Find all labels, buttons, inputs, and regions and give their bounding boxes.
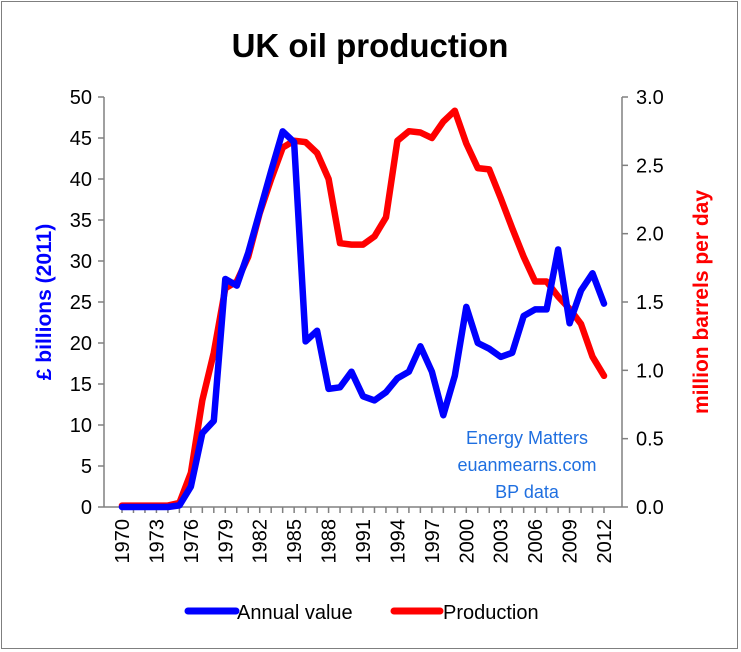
right-tick-label: 1.0 <box>636 360 664 382</box>
right-tick-label: 3.0 <box>636 87 664 109</box>
x-tick-label: 2009 <box>560 519 582 564</box>
right-y-ticks: 0.0 0.5 1.0 1.5 2.0 2.5 3.0 <box>622 87 664 519</box>
left-axis-label: £ billions (2011) <box>33 224 56 380</box>
left-tick-label: 5 <box>81 456 92 478</box>
series-line-annual-value <box>118 128 608 511</box>
x-tick-label: 2012 <box>594 519 616 564</box>
right-tick-label: 2.5 <box>636 155 664 177</box>
annotation-website: euanmearns.com <box>457 455 596 475</box>
annotation-energy-matters: Energy Matters <box>466 428 588 448</box>
left-tick-label: 20 <box>70 333 92 355</box>
left-tick-label: 10 <box>70 415 92 437</box>
right-axis-label: million barrels per day <box>690 190 713 414</box>
left-tick-label: 50 <box>70 87 92 109</box>
right-tick-label: 0.5 <box>636 429 664 451</box>
right-tick-label: 0.0 <box>636 497 664 519</box>
legend-label-production: Production <box>443 602 539 624</box>
x-tick-label: 1979 <box>215 519 237 564</box>
chart-title: UK oil production <box>232 27 509 64</box>
x-tick-label: 2000 <box>456 519 478 564</box>
x-tick-label: 1973 <box>146 519 168 564</box>
x-tick-label: 1976 <box>181 519 203 564</box>
left-tick-label: 35 <box>70 210 92 232</box>
left-tick-label: 15 <box>70 374 92 396</box>
legend-label-annual-value: Annual value <box>237 602 353 624</box>
series-group <box>118 107 608 511</box>
x-tick-label: 2006 <box>525 519 547 564</box>
left-tick-label: 25 <box>70 292 92 314</box>
x-tick-label: 1991 <box>353 519 375 564</box>
series-line-production <box>118 107 608 509</box>
x-tick-label: 1970 <box>112 519 134 564</box>
right-tick-label: 1.5 <box>636 292 664 314</box>
x-tick-label: 1994 <box>387 519 409 564</box>
x-tick-label: 1985 <box>284 519 306 564</box>
left-tick-label: 0 <box>81 497 92 519</box>
left-tick-label: 40 <box>70 169 92 191</box>
x-tick-label: 2003 <box>491 519 513 564</box>
left-tick-label: 30 <box>70 251 92 273</box>
x-ticks: 1970 1973 1976 1979 1982 1985 1988 1991 1994 1997… <box>112 507 616 564</box>
left-y-ticks: 0 5 10 15 20 25 30 35 40 45 50 <box>70 87 104 519</box>
right-tick-label: 2.0 <box>636 224 664 246</box>
x-tick-label: 1997 <box>422 519 444 564</box>
plot-area: 0 5 10 15 20 25 30 35 40 45 50 0.0 0.5 1.0 1.5 2.0 2.5 3… <box>70 87 664 564</box>
left-tick-label: 45 <box>70 128 92 150</box>
annotation-bp-data: BP data <box>495 482 560 502</box>
x-tick-label: 1982 <box>250 519 272 564</box>
source-annotation: Energy Matters euanmearns.com BP data <box>457 428 596 502</box>
x-tick-label: 1988 <box>319 519 341 564</box>
legend: Annual value Production <box>184 602 539 624</box>
